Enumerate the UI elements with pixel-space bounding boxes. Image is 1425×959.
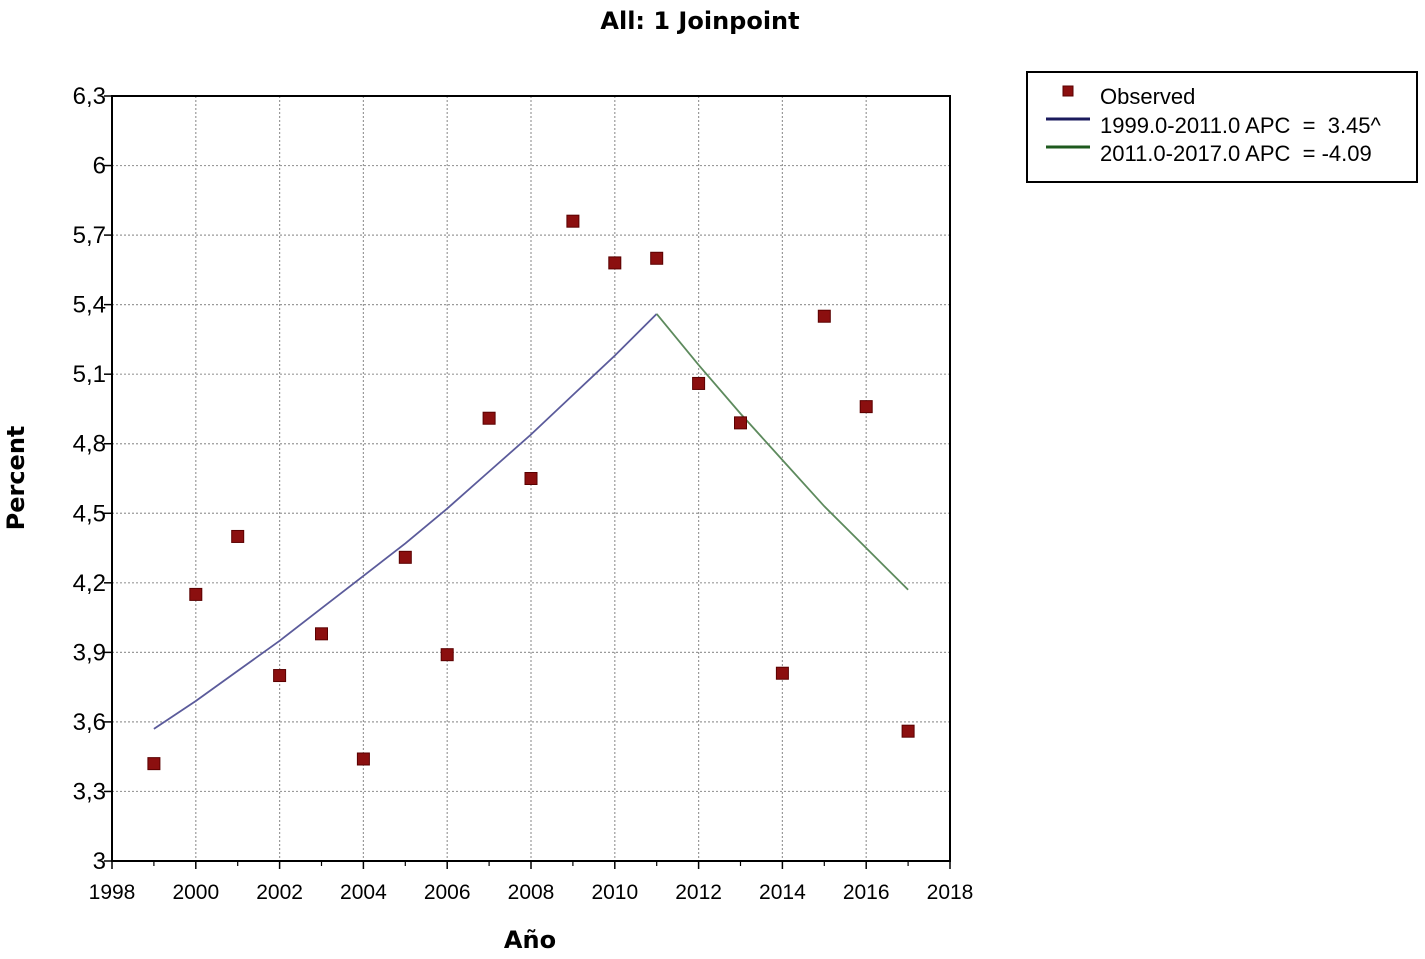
observed-points <box>147 214 915 771</box>
observed-point <box>859 400 873 414</box>
grid <box>112 96 950 861</box>
observed-point <box>273 669 287 683</box>
observed-point <box>398 550 412 564</box>
y-tick-label: 4,2 <box>73 570 106 597</box>
x-axis-label: Año <box>504 926 556 954</box>
observed-point <box>817 309 831 323</box>
x-tick-label: 2002 <box>256 881 303 904</box>
y-axis-label: Percent <box>2 426 30 531</box>
observed-point <box>692 376 706 390</box>
x-tick-label: 2018 <box>927 881 974 904</box>
observed-point <box>524 472 538 485</box>
legend: Observed 1999.0-2011.0 APC = 3.45^ 2011.… <box>1026 71 1418 183</box>
x-tick-label: 2010 <box>591 881 638 904</box>
x-tick-label: 2014 <box>759 881 806 904</box>
observed-point <box>775 666 789 680</box>
observed-point <box>650 251 664 265</box>
observed-point <box>482 411 496 425</box>
x-tick-label: 2004 <box>340 881 387 904</box>
observed-point <box>734 416 747 430</box>
x-tick-label: 2000 <box>172 881 219 904</box>
y-tick-label: 3 <box>93 848 106 875</box>
observed-point <box>147 757 161 771</box>
fit-lines <box>153 313 909 730</box>
legend-box <box>1026 71 1418 183</box>
x-axis-ticks: 1998 2000 2002 2004 2006 2008 2010 2012 2014 2016… <box>89 861 974 904</box>
y-tick-label: 5,1 <box>73 361 106 388</box>
y-axis-ticks: 3 3,3 3,6 3,9 4,2 4,5 4,8 5,1 5,4 5,7 6 6,3 <box>73 83 112 875</box>
legend-observed-label: Observed <box>1100 84 1195 109</box>
y-tick-label: 4,8 <box>73 431 106 458</box>
observed-point <box>356 752 370 766</box>
chart-title: All: 1 Joinpoint <box>600 7 799 35</box>
observed-point <box>566 214 580 228</box>
observed-point <box>440 648 454 662</box>
x-tick-label: 2012 <box>675 881 722 904</box>
x-tick-label: 2016 <box>843 881 890 904</box>
observed-point <box>189 587 203 601</box>
y-tick-label: 6,3 <box>73 83 106 110</box>
fit-line-1 <box>153 313 658 730</box>
y-tick-label: 5,7 <box>73 222 106 249</box>
observed-point <box>315 627 328 641</box>
x-tick-label: 1998 <box>89 881 136 904</box>
y-tick-label: 4,5 <box>73 500 106 527</box>
y-tick-label: 3,6 <box>73 709 106 736</box>
legend-observed-marker <box>1062 85 1074 97</box>
x-tick-label: 2006 <box>424 881 471 904</box>
y-tick-label: 3,3 <box>73 778 106 805</box>
observed-point <box>901 724 915 738</box>
fit-line-2 <box>656 313 909 591</box>
legend-fit2-label: 2011.0-2017.0 APC = -4.09 <box>1100 141 1372 166</box>
observed-point <box>608 256 622 270</box>
observed-point <box>231 529 245 543</box>
y-tick-label: 3,9 <box>73 639 106 666</box>
y-tick-label: 6 <box>93 153 106 180</box>
y-tick-label: 5,4 <box>73 292 106 319</box>
x-tick-label: 2008 <box>508 881 555 904</box>
legend-fit1-label: 1999.0-2011.0 APC = 3.45^ <box>1100 113 1382 138</box>
